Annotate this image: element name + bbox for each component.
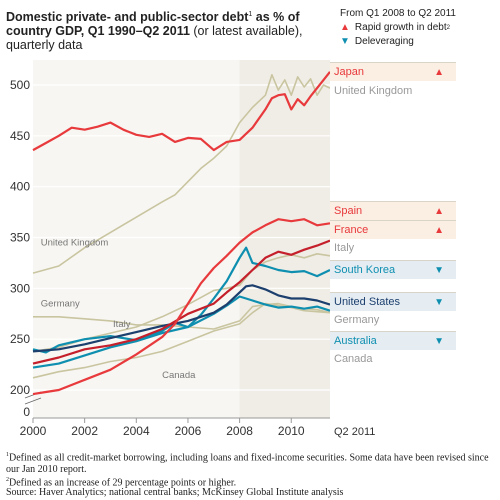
series-line-south-korea: [32, 246, 331, 354]
country-label-japan: Japan ▲: [330, 62, 456, 81]
title-bold: Domestic private- and public-sector debt: [6, 10, 249, 25]
title-normal: (or latest available), quarterly data: [6, 24, 303, 53]
legend-rapid-sup: 2: [446, 24, 450, 31]
inline-series-label: United Kingdom: [41, 238, 109, 249]
legend-delev-label: Deleveraging: [354, 36, 414, 47]
country-name: Japan: [334, 66, 364, 78]
triangle-down-icon: ▼: [434, 265, 444, 276]
y-tick-label: 450: [10, 129, 30, 143]
legend-deleveraging: ▼ Deleveraging: [340, 36, 414, 47]
country-label-spain: Spain ▲: [330, 201, 456, 220]
series-line-united-states: [32, 284, 331, 353]
y-tick-label: 0: [23, 405, 30, 419]
country-name: Germany: [334, 314, 380, 326]
country-name: France: [334, 224, 369, 236]
source-note: Source: Haver Analytics; national centra…: [6, 487, 344, 498]
y-tick-label: 300: [10, 281, 30, 295]
y-tick-label: 200: [10, 383, 30, 397]
y-tick-label: 350: [10, 231, 30, 245]
inline-series-label: Italy: [113, 319, 131, 330]
inline-series-label: Germany: [41, 299, 80, 310]
country-label-australia: Australia ▼: [330, 331, 456, 350]
country-name: South Korea: [334, 264, 396, 276]
country-name: United States: [334, 296, 401, 308]
country-label-canada: Canada: [330, 350, 456, 369]
series-line-canada: [32, 302, 331, 379]
series-line-united-kingdom: [32, 74, 331, 274]
country-name: Australia: [334, 335, 377, 347]
footnote-1-mark: 1: [6, 452, 9, 458]
footnote-2: 2Defined as an increase of 29 percentage…: [6, 474, 494, 489]
footnote-2-text: Defined as an increase of 29 percentage …: [9, 477, 237, 489]
country-name: United Kingdom: [334, 85, 413, 97]
series-line-france: [32, 239, 331, 365]
country-label-italy: Italy: [330, 239, 456, 258]
country-name: Italy: [334, 242, 355, 254]
x-end-label: Q2 2011: [334, 426, 375, 438]
triangle-down-icon: ▼: [434, 336, 444, 347]
country-label-south-korea: South Korea ▼: [330, 260, 456, 279]
series-line-italy: [32, 253, 331, 353]
title-bold-2: as % of country GDP, Q1 1990–Q2 2011: [6, 10, 300, 39]
triangle-up-icon: ▲: [434, 225, 444, 236]
x-tick-label: 2002: [71, 424, 98, 438]
footnote-2-mark: 2: [6, 477, 9, 483]
shaded-period: [239, 60, 330, 418]
footnote-1-text: Defined as all credit-market borrowing, …: [6, 452, 489, 476]
country-label-france: France ▲: [330, 220, 456, 239]
inline-series-label: Canada: [162, 370, 196, 381]
legend-rapid: ▲ Rapid growth in debt 2: [340, 22, 450, 33]
country-label-united-states: United States ▼: [330, 292, 456, 311]
x-tick-label: 2006: [175, 424, 202, 438]
y-tick-label: 250: [10, 332, 30, 346]
series-line-japan: [32, 71, 331, 152]
legend-rapid-label: Rapid growth in debt: [354, 22, 447, 33]
triangle-up-icon: ▲: [340, 22, 350, 33]
y-tick-label: 500: [10, 78, 30, 92]
country-name: Canada: [334, 353, 373, 365]
x-tick-label: 2008: [226, 424, 253, 438]
country-label-united-kingdom: United Kingdom: [330, 82, 456, 101]
title-footnote-mark: 1: [248, 11, 253, 18]
triangle-down-icon: ▼: [434, 297, 444, 308]
series-line-spain: [32, 218, 331, 396]
footnote-1: 1Defined as all credit-market borrowing,…: [6, 449, 494, 476]
triangle-up-icon: ▲: [434, 206, 444, 217]
triangle-down-icon: ▼: [340, 36, 350, 47]
y-tick-label: 400: [10, 180, 30, 194]
country-label-germany: Germany: [330, 311, 456, 330]
x-tick-label: 2010: [278, 424, 305, 438]
x-tick-label: 2004: [123, 424, 150, 438]
chart-title: Domestic private- and public-sector debt…: [6, 8, 306, 52]
x-tick-label: 2000: [20, 424, 47, 438]
triangle-up-icon: ▲: [434, 67, 444, 78]
legend-period: From Q1 2008 to Q2 2011: [340, 8, 456, 19]
country-name: Spain: [334, 205, 363, 217]
